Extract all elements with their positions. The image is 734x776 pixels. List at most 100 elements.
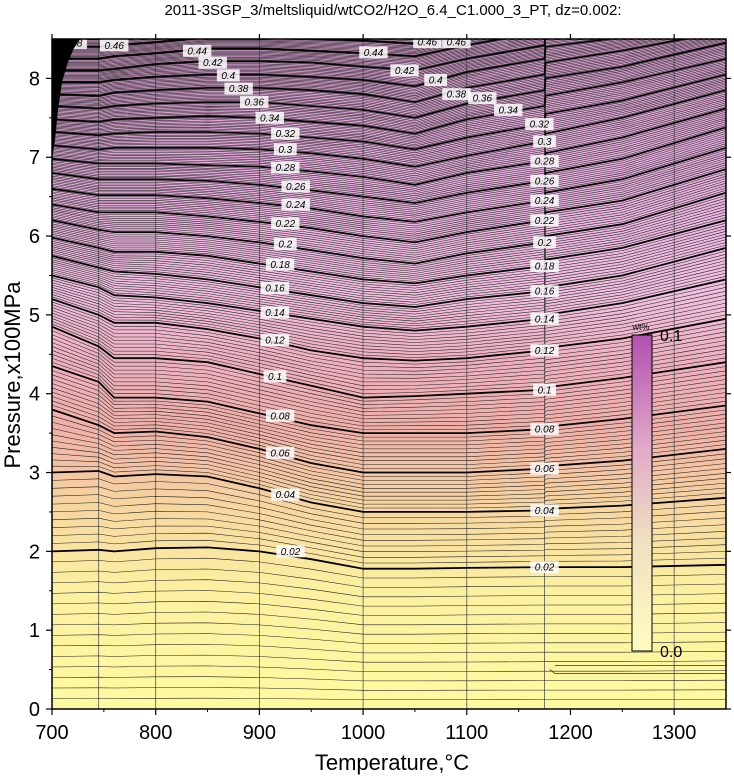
minor-contour-15 xyxy=(52,532,726,558)
major-contour-0.44 xyxy=(52,39,507,60)
contour-label-bg-12 xyxy=(260,306,290,319)
minor-contour-106 xyxy=(52,162,726,237)
major-contour-0.36 xyxy=(52,42,726,119)
minor-contour-79 xyxy=(52,239,726,301)
contour-label-bg-36 xyxy=(224,82,253,95)
minor-contour-8 xyxy=(52,611,726,626)
contour-label-bg-9 xyxy=(533,383,556,396)
contour-label-bg-44 xyxy=(413,39,442,49)
minor-contour-33 xyxy=(52,400,726,465)
contour-label-40: 0.42 xyxy=(203,58,223,69)
contour-label-15: 0.16 xyxy=(535,287,555,298)
contour-label-bg-23 xyxy=(530,194,559,207)
contour-label-bg-26 xyxy=(271,161,300,174)
y-tick-label-5: 5 xyxy=(29,305,40,327)
major-contour-0.38 xyxy=(52,39,690,104)
contour-label-bg-15 xyxy=(530,285,559,298)
minor-contour-203 xyxy=(52,39,496,58)
contour-label-bg-21 xyxy=(530,214,559,227)
minor-contour-62 xyxy=(52,289,726,349)
contour-label-25: 0.26 xyxy=(535,176,555,187)
minor-contour-52 xyxy=(52,318,726,387)
contour-label-16: 0.18 xyxy=(270,260,290,271)
minor-contour-43 xyxy=(52,354,726,423)
contour-label-33: 0.34 xyxy=(499,105,519,116)
contour-label-11: 0.12 xyxy=(535,346,555,357)
minor-contour-45 xyxy=(52,346,726,416)
colorbar-max-label: 0.1 xyxy=(660,328,682,345)
minor-contour-21 xyxy=(52,486,726,524)
contour-label-bg-2 xyxy=(271,488,300,501)
major-contour-0.4 xyxy=(52,39,617,88)
minor-contour-30 xyxy=(52,421,726,481)
contour-label-bg-28 xyxy=(273,143,297,156)
contour-label-bg-29 xyxy=(533,135,556,148)
x-tick-label-3: 1000 xyxy=(341,722,386,744)
contour-label-bg-10 xyxy=(260,334,290,347)
contour-label-bg-46 xyxy=(100,39,129,52)
contour-label-bg-13 xyxy=(530,312,559,325)
y-tick-label-8: 8 xyxy=(29,68,40,90)
major-contour-0.34 xyxy=(52,57,726,135)
contour-label-28: 0.3 xyxy=(278,145,292,156)
minor-contour-29 xyxy=(52,428,726,485)
contour-label-26: 0.28 xyxy=(276,163,296,174)
contour-label-5: 0.06 xyxy=(535,464,555,475)
minor-contour-19 xyxy=(52,502,726,535)
contour-label-bg-14 xyxy=(260,282,290,295)
minor-contour-202 xyxy=(52,39,511,61)
chart-title: 2011-3SGP_3/meltsliquid/wtCO2/H2O_6.4_C1… xyxy=(164,2,621,19)
x-tick-label-1: 800 xyxy=(139,722,172,744)
minor-contour-37 xyxy=(52,383,726,450)
minor-contour-199 xyxy=(52,39,534,64)
minor-contour-196 xyxy=(52,39,545,68)
contour-label-0: 0.02 xyxy=(281,547,301,558)
contour-label-31: 0.32 xyxy=(530,120,550,131)
minor-contour-195 xyxy=(52,39,546,69)
x-tick-label-2: 900 xyxy=(243,722,276,744)
major-contour-0.24 xyxy=(52,146,726,223)
contour-label-bg-1 xyxy=(530,561,559,574)
x-tick-label-6: 1300 xyxy=(652,722,697,744)
contour-label-bg-22 xyxy=(281,198,310,211)
contour-label-23: 0.24 xyxy=(535,196,555,207)
contour-label-44: 0.46 xyxy=(418,38,438,49)
minor-contour-204 xyxy=(52,39,490,57)
minor-contour-6 xyxy=(52,633,726,644)
minor-contour-26 xyxy=(52,447,726,497)
contour-label-bg-8 xyxy=(263,370,287,383)
minor-contour-47 xyxy=(52,338,726,409)
contour-label-43: 0.44 xyxy=(364,48,384,59)
minor-contour-81 xyxy=(52,233,726,296)
minor-contour-97 xyxy=(52,185,726,258)
minor-contour-44 xyxy=(52,350,726,420)
contour-label-bg-38 xyxy=(216,69,240,82)
contour-label-30: 0.32 xyxy=(276,129,296,140)
contour-label-42: 0.44 xyxy=(187,46,207,57)
contour-label-bg-6 xyxy=(265,409,295,422)
contour-label-bg-5 xyxy=(530,462,559,475)
minor-contour-46 xyxy=(52,342,726,413)
contour-label-bg-20 xyxy=(271,217,300,230)
contour-label-bg-41 xyxy=(390,64,419,77)
black-artifact-region xyxy=(52,39,80,160)
contour-label-bg-33 xyxy=(494,103,523,116)
contour-label-bg-19 xyxy=(533,236,556,249)
contour-label-4: 0.06 xyxy=(270,448,290,459)
minor-contour-70 xyxy=(52,269,726,324)
contour-label-bg-11 xyxy=(530,344,559,357)
minor-contour-24 xyxy=(52,459,726,505)
minor-contour-198 xyxy=(52,39,542,65)
minor-contour-4 xyxy=(52,654,726,663)
minor-contour-25 xyxy=(52,453,726,501)
minor-contour-63 xyxy=(52,287,726,346)
contour-label-6: 0.08 xyxy=(270,411,290,422)
contour-label-19: 0.2 xyxy=(538,238,552,249)
contour-label-24: 0.26 xyxy=(286,182,306,193)
contour-labels: 0.02 0.02 0.04 0.04 0.06 0.06 0.08 0.08 0.1 0.1 0.… xyxy=(58,38,559,574)
minor-contour-96 xyxy=(52,187,726,260)
minor-contour-20 xyxy=(52,494,726,530)
minor-contour-71 xyxy=(52,266,726,322)
minor-contour-98 xyxy=(52,182,726,256)
contour-label-bg-4 xyxy=(265,446,295,459)
